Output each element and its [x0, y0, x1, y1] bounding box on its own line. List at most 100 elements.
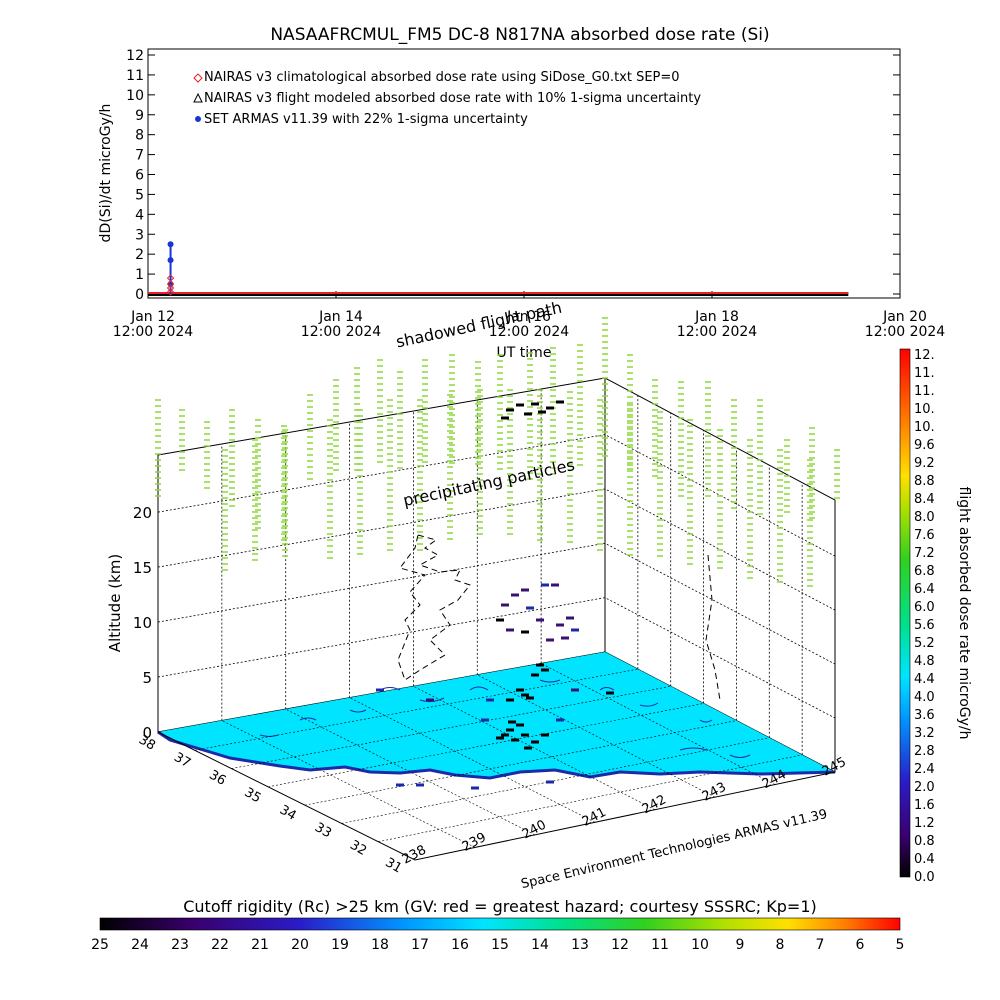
dose-colorbar-tick-label: 0.0: [914, 870, 935, 885]
top-y-tick-label: 12: [126, 48, 144, 64]
top-y-tick-label: 11: [126, 68, 144, 84]
latitude-tick-label: 31: [382, 855, 404, 876]
legend-diamond-marker: [193, 73, 203, 83]
cutoff-rigidity-tick-label: 20: [291, 937, 309, 953]
altitude-tick-label: 10: [133, 614, 152, 632]
cutoff-rigidity-tick-label: 12: [611, 937, 629, 953]
dose-colorbar-tick-label: 4.0: [914, 690, 935, 705]
floor-grid-line: [231, 685, 671, 769]
climatological-point: [166, 288, 175, 296]
latitude-tick-label: 37: [171, 750, 193, 771]
cutoff-rigidity-tick-label: 13: [571, 937, 589, 953]
dose-colorbar-tick-label: 4.4: [914, 672, 935, 687]
ground-contour: [679, 747, 707, 751]
legend-entry: NAIRAS v3 flight modeled absorbed dose r…: [193, 91, 701, 106]
dose-colorbar-tick-label: 9.6: [914, 438, 935, 453]
climatological-point: [166, 280, 175, 288]
latitude-axis: 38 37 36 35 34 33 32 31: [136, 732, 404, 876]
floor-front-edges: [157, 731, 836, 861]
ground-surface: [158, 652, 835, 778]
armas-point: [167, 281, 174, 288]
dose-colorbar-tick-label: 1.6: [914, 798, 935, 813]
armas-point: [167, 257, 174, 264]
dose-colorbar-tick-label: 10.: [914, 420, 935, 435]
dose-colorbar-tick-label: 6.8: [914, 564, 935, 579]
ground-contour: [639, 702, 659, 707]
latitude-tick-label: 35: [242, 785, 264, 806]
cutoff-rigidity-tick-label: 11: [651, 937, 669, 953]
top-x-axis-label: UT time: [497, 345, 552, 361]
shadowed-flight-path-segment: [705, 554, 721, 701]
latitude-tick-label: 32: [347, 838, 369, 859]
climatological-point: [166, 284, 175, 292]
latitude-tick-label: 36: [206, 768, 228, 789]
dose-colorbar-tick-label: 2.4: [914, 762, 935, 777]
cutoff-rigidity-tick-label: 17: [411, 937, 429, 953]
legend-entry: NAIRAS v3 climatological absorbed dose r…: [193, 70, 680, 85]
dose-colorbar-tick-label: 12.: [914, 348, 935, 363]
flight-track-marks: [376, 400, 614, 790]
cutoff-rigidity-tick-label: 7: [816, 937, 825, 953]
dose-colorbar-tick-label: 5.2: [914, 636, 935, 651]
floor-grid-line: [349, 697, 596, 823]
ground-contour: [299, 717, 317, 721]
cutoff-rigidity-title: Cutoff rigidity (Rc) >25 km (GV: red = g…: [183, 897, 817, 916]
dose-colorbar-tick-label: 9.2: [914, 456, 935, 471]
credit-label: Space Environment Technologies ARMAS v11…: [520, 807, 829, 892]
ground-contour: [349, 709, 367, 713]
top-y-tick-label: 5: [135, 187, 144, 203]
ground-contour: [699, 719, 713, 723]
dose-colorbar-ticks: 12. 11. 11. 10. 10. 9.6 9.2 8.8 8.4 8.0 7.6 7.2 6.8 6…: [914, 348, 935, 885]
top-y-axis-label: dD(Si)/dt microGy/h: [98, 104, 114, 243]
top-x-tick-label: Jan 20: [882, 309, 927, 325]
armas-point: [167, 241, 174, 248]
cutoff-rigidity-tick-label: 18: [371, 937, 389, 953]
cutoff-rigidity-tick-label: 22: [211, 937, 229, 953]
altitude-axis-label: Altitude (km): [106, 554, 124, 652]
top-x-tick-label: Jan 12: [130, 309, 175, 325]
altitude-axis: 0 5 10 15 20: [133, 504, 152, 742]
floor-grid-line: [221, 720, 476, 848]
cutoff-rigidity-tick-label: 8: [776, 937, 785, 953]
top-chart-title: NASAAFRCMUL_FM5 DC-8 N817NA absorbed dos…: [270, 25, 769, 45]
top-y-tick-label: 8: [135, 128, 144, 144]
legend-label: NAIRAS v3 climatological absorbed dose r…: [204, 70, 680, 85]
ground-contour: [729, 754, 751, 758]
cutoff-rigidity-tick-label: 10: [691, 937, 709, 953]
legend-circle-marker: [195, 116, 201, 122]
longitude-tick-label: 245: [820, 755, 849, 780]
top-x-tick-label-year: 12:00 2024: [865, 324, 946, 340]
dose-colorbar-tick-label: 2.0: [914, 780, 935, 795]
dose-colorbar-tick-label: 3.2: [914, 726, 935, 741]
top-x-tick-label: Jan 16: [506, 309, 551, 325]
box-grid: [157, 378, 836, 773]
floor-grid-line: [304, 720, 737, 806]
dose-colorbar-tick-label: 4.8: [914, 654, 935, 669]
coastline: [157, 730, 836, 780]
dose-colorbar-tick-label: 6.4: [914, 582, 935, 597]
cutoff-rigidity-tick-label: 6: [856, 937, 865, 953]
annotation-precipitating-particles: precipitating particles: [401, 455, 576, 510]
legend-entry: SET ARMAS v11.39 with 22% 1-sigma uncert…: [195, 112, 528, 127]
top-x-tick-label: Jan 14: [318, 309, 363, 325]
cutoff-rigidity-tick-label: 19: [331, 937, 349, 953]
cutoff-rigidity-ticks: 25 24 23 22 21 20 19 18 17 16 15 14 13 12 11 10 9 8 7 6 5: [91, 937, 904, 953]
top-x-tick-label-year: 12:00 2024: [489, 324, 570, 340]
climatological-point: [166, 274, 175, 282]
altitude-tick-label: 20: [133, 504, 152, 522]
top-y-tick-label: 4: [135, 207, 144, 223]
dose-colorbar-tick-label: 7.6: [914, 528, 935, 543]
latitude-tick-label: 38: [136, 732, 158, 753]
dose-colorbar-gradient: [899, 348, 911, 878]
top-y-tick-label: 10: [126, 88, 144, 104]
dose-colorbar-label: flight absorbed dose rate microGy/h: [956, 487, 972, 740]
top-y-tick-label: 0: [135, 287, 144, 303]
dose-colorbar-tick-label: 8.4: [914, 492, 935, 507]
altitude-grid-line: [157, 488, 836, 611]
cutoff-rigidity-tick-label: 21: [251, 937, 269, 953]
dose-colorbar-tick-label: 0.8: [914, 834, 935, 849]
altitude-tick-label: 5: [142, 669, 152, 687]
floor-grid-line: [268, 703, 704, 788]
